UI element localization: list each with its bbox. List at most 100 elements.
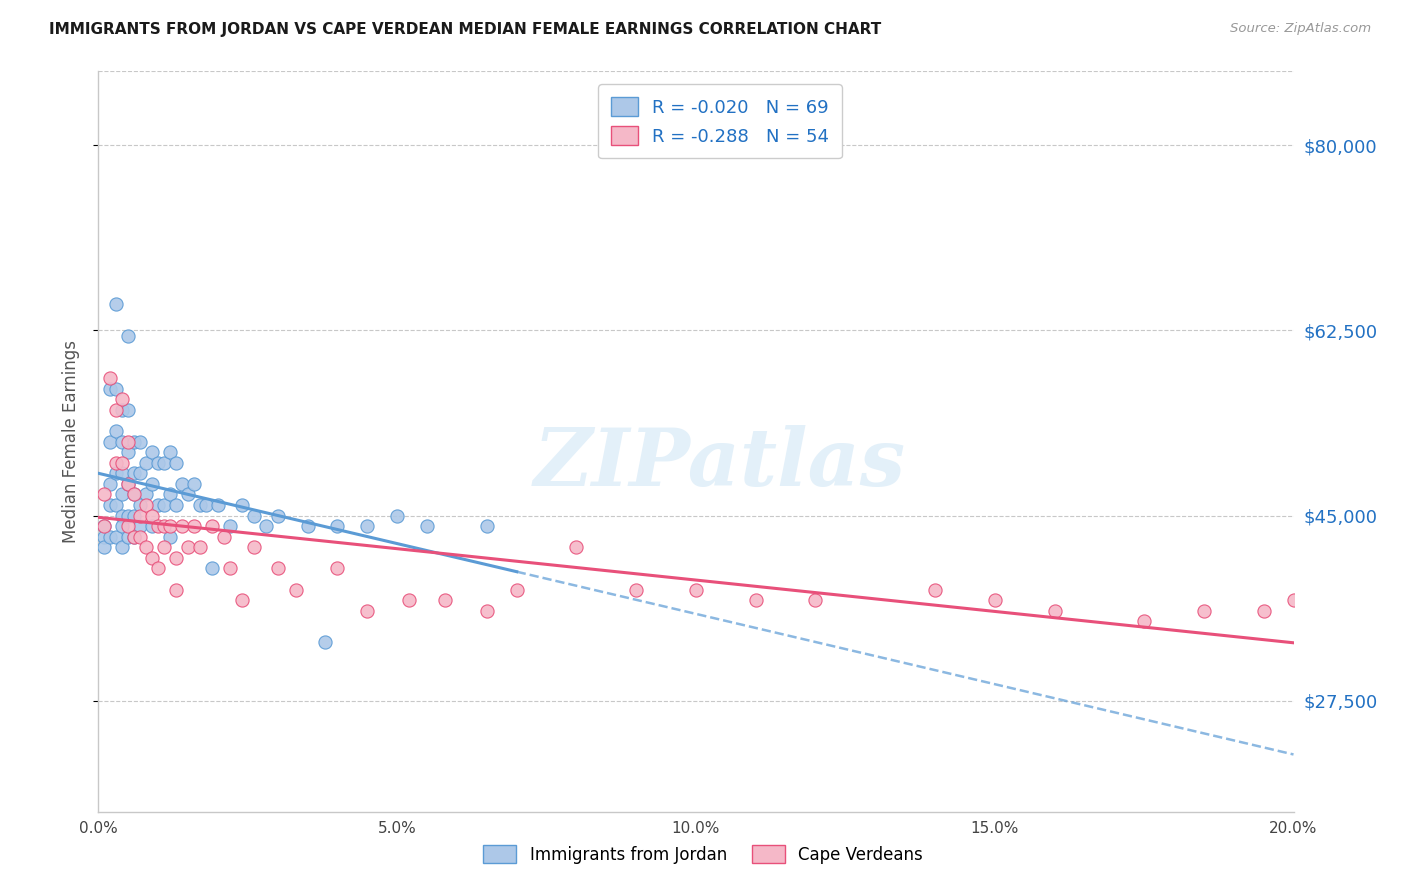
Point: [93, 541, 115, 555]
Point: [1043, 604, 1066, 618]
Point: [111, 541, 134, 555]
Point: [124, 487, 146, 501]
Point: [231, 593, 253, 607]
Point: [195, 498, 218, 512]
Point: [105, 297, 128, 311]
Point: [141, 508, 163, 523]
Point: [159, 487, 181, 501]
Point: [111, 508, 134, 523]
Point: [117, 328, 139, 343]
Point: [1253, 604, 1275, 618]
Point: [201, 519, 224, 533]
Point: [243, 541, 266, 555]
Point: [385, 508, 409, 523]
Point: [124, 508, 146, 523]
Point: [172, 519, 194, 533]
Point: [219, 561, 242, 575]
Point: [117, 476, 139, 491]
Point: [626, 582, 648, 597]
Point: [267, 508, 290, 523]
Point: [129, 508, 152, 523]
Point: [153, 498, 176, 512]
Point: [685, 582, 707, 597]
Point: [356, 604, 378, 618]
Point: [183, 519, 205, 533]
Point: [148, 519, 170, 533]
Point: [1133, 615, 1156, 629]
Point: [105, 402, 128, 417]
Point: [124, 467, 146, 481]
Point: [105, 467, 128, 481]
Point: [111, 487, 134, 501]
Point: [153, 456, 176, 470]
Point: [1192, 604, 1215, 618]
Point: [111, 392, 134, 407]
Point: [745, 593, 768, 607]
Point: [141, 445, 163, 459]
Point: [267, 561, 290, 575]
Point: [254, 519, 277, 533]
Y-axis label: Median Female Earnings: Median Female Earnings: [62, 340, 80, 543]
Point: [98, 530, 122, 544]
Point: [165, 550, 187, 565]
Point: [135, 498, 157, 512]
Point: [105, 498, 128, 512]
Point: [98, 382, 122, 396]
Point: [124, 530, 146, 544]
Point: [172, 476, 194, 491]
Point: [356, 519, 378, 533]
Point: [177, 541, 200, 555]
Point: [159, 445, 181, 459]
Point: [201, 561, 224, 575]
Point: [98, 476, 122, 491]
Point: [804, 593, 827, 607]
Point: [93, 519, 115, 533]
Point: [148, 498, 170, 512]
Text: ZIPatlas: ZIPatlas: [534, 425, 905, 502]
Point: [1282, 593, 1305, 607]
Point: [135, 456, 157, 470]
Point: [148, 561, 170, 575]
Point: [111, 434, 134, 449]
Point: [124, 434, 146, 449]
Point: [111, 519, 134, 533]
Point: [475, 519, 498, 533]
Point: [105, 456, 128, 470]
Point: [129, 467, 152, 481]
Point: [475, 604, 498, 618]
Point: [117, 434, 139, 449]
Point: [129, 519, 152, 533]
Point: [243, 508, 266, 523]
Point: [117, 476, 139, 491]
Text: Source: ZipAtlas.com: Source: ZipAtlas.com: [1230, 22, 1371, 36]
Point: [129, 498, 152, 512]
Point: [153, 541, 176, 555]
Point: [565, 541, 588, 555]
Point: [135, 541, 157, 555]
Point: [117, 508, 139, 523]
Point: [231, 498, 253, 512]
Point: [207, 498, 229, 512]
Point: [117, 445, 139, 459]
Point: [98, 498, 122, 512]
Text: IMMIGRANTS FROM JORDAN VS CAPE VERDEAN MEDIAN FEMALE EARNINGS CORRELATION CHART: IMMIGRANTS FROM JORDAN VS CAPE VERDEAN M…: [49, 22, 882, 37]
Point: [105, 424, 128, 438]
Point: [212, 530, 235, 544]
Point: [165, 456, 187, 470]
Legend: R = -0.020   N = 69, R = -0.288   N = 54: R = -0.020 N = 69, R = -0.288 N = 54: [598, 84, 842, 158]
Point: [398, 593, 420, 607]
Point: [93, 519, 115, 533]
Point: [141, 550, 163, 565]
Point: [326, 561, 349, 575]
Point: [98, 371, 122, 385]
Point: [141, 519, 163, 533]
Point: [117, 519, 139, 533]
Point: [165, 498, 187, 512]
Point: [135, 487, 157, 501]
Point: [183, 476, 205, 491]
Point: [284, 582, 307, 597]
Legend: Immigrants from Jordan, Cape Verdeans: Immigrants from Jordan, Cape Verdeans: [477, 838, 929, 871]
Point: [111, 456, 134, 470]
Point: [105, 530, 128, 544]
Point: [984, 593, 1007, 607]
